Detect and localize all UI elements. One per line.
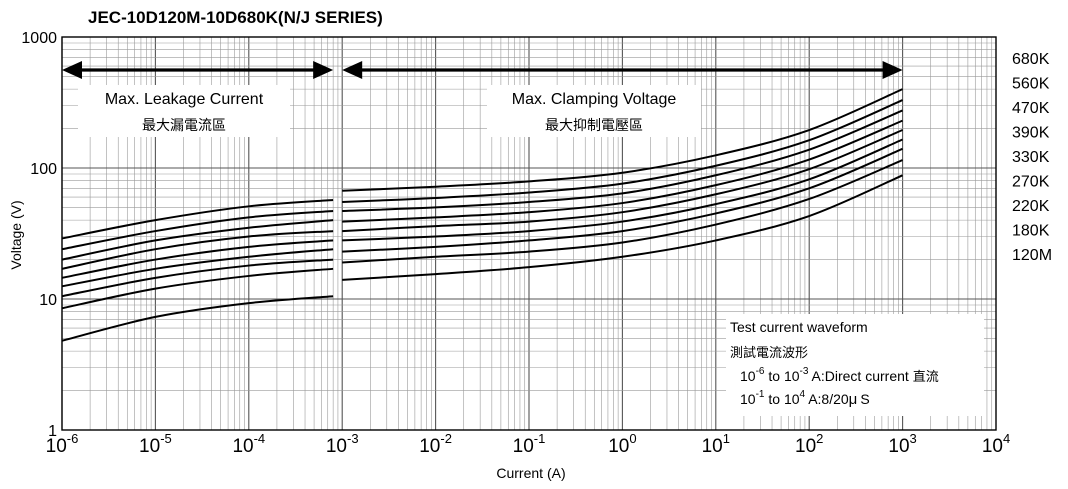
clamp-curve (342, 147, 903, 253)
legend-label: 220K (1012, 198, 1050, 215)
legend-label: 270K (1012, 174, 1050, 191)
clamp-curve (342, 174, 903, 281)
region-label-backdrop (487, 85, 701, 137)
y-tick-label: 1000 (21, 30, 57, 47)
leakage-curve (61, 248, 334, 288)
region-label-backdrop (78, 85, 290, 137)
annotation-layer: Test current waveform 測試電流波形 10-6 to 10-3 … (726, 314, 984, 416)
leakage-curve (61, 198, 334, 240)
leakage-curve (61, 295, 334, 342)
y-tick-label: 1 (48, 423, 57, 440)
clamp-curve (342, 129, 903, 233)
annotation-backdrop (726, 314, 984, 416)
clamp-curve (342, 119, 903, 223)
legend-label: 330K (1012, 149, 1050, 166)
annotation-title-cn: 測試電流波形 (730, 345, 808, 361)
clamp-curve (342, 109, 903, 212)
annotation-line-pulse: 10-1 to 104 A:8/20μ S (740, 389, 870, 408)
x-tick-label: 10-4 (232, 431, 265, 457)
legend-label: 120M (1012, 247, 1052, 264)
curve-layer (61, 88, 904, 342)
x-tick-label: 102 (795, 431, 823, 457)
clamp-curve (342, 159, 903, 264)
legend-label: 390K (1012, 125, 1050, 142)
x-tick-label: 104 (982, 431, 1010, 457)
legend-label: 180K (1012, 223, 1050, 240)
leakage-curve (61, 267, 334, 310)
x-axis-label: Current (A) (496, 465, 565, 481)
region-arrow-left-head (62, 61, 82, 79)
region-label: Max. Clamping Voltage (512, 91, 677, 108)
region-label-cn: 最大漏電流區 (142, 118, 226, 134)
legend-label: 470K (1012, 100, 1050, 117)
x-tick-label: 101 (702, 431, 730, 457)
x-tick-label: 10-1 (513, 431, 546, 457)
region-arrow-right-head (882, 61, 903, 79)
leakage-curve (61, 258, 334, 298)
leakage-curve (61, 230, 334, 270)
x-tick-label: 100 (608, 431, 636, 457)
clamp-curve (342, 88, 904, 192)
region-label-cn: 最大抑制電壓區 (545, 118, 643, 134)
x-tick-label: 103 (888, 431, 916, 457)
leakage-curve (61, 209, 334, 251)
annotation-title: Test current waveform (730, 319, 868, 335)
region-arrow-left-head (342, 61, 363, 79)
leakage-curve (61, 219, 334, 261)
x-tick-label: 10-6 (46, 431, 79, 457)
axis-layer: 10-6 10-5 10-4 10-3 10-2 10-1 100 101 102 103 1041… (21, 30, 1052, 457)
annotation-line-dc: 10-6 to 10-3 A:Direct current 直流 (740, 366, 939, 385)
plot-frame (61, 36, 997, 431)
clamp-curve (342, 138, 903, 242)
region-label: Max. Leakage Current (105, 91, 264, 108)
region-arrow-right-head (313, 61, 334, 79)
legend-label: 560K (1012, 76, 1050, 93)
x-tick-label: 10-2 (419, 431, 452, 457)
y-axis-label: Voltage (V) (8, 200, 24, 269)
legend-label: 680K (1012, 51, 1050, 68)
y-tick-label: 100 (30, 161, 57, 178)
y-tick-label: 10 (39, 292, 57, 309)
chart-title: JEC-10D120M-10D680K(N/J SERIES) (88, 8, 383, 27)
clamp-curve (342, 99, 903, 204)
region-layer: Max. Leakage Current 最大漏電流區 Max. Clamping … (62, 61, 903, 137)
x-tick-label: 10-5 (139, 431, 172, 457)
leakage-curve (61, 239, 334, 279)
x-tick-label: 10-3 (326, 431, 359, 457)
